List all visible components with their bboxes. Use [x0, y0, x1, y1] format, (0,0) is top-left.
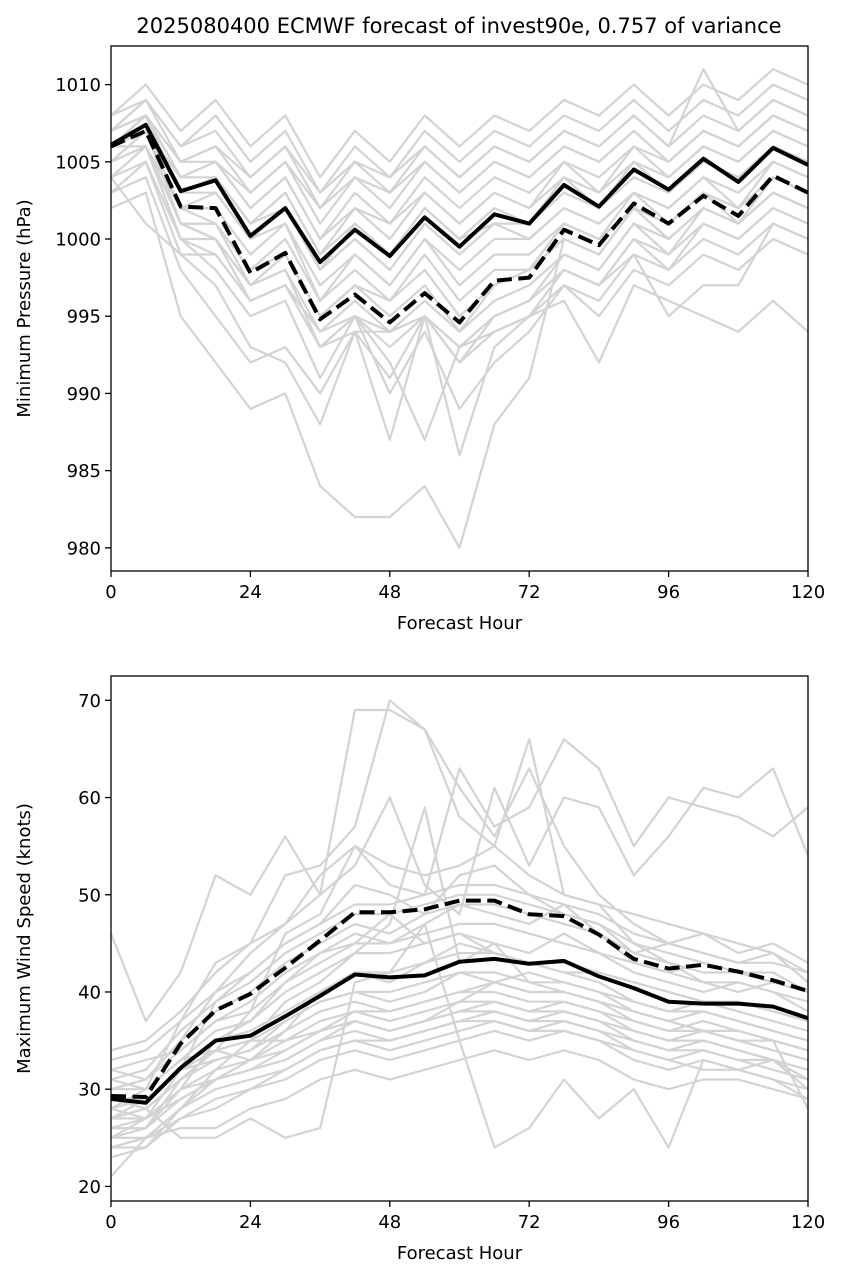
pressure-y-tick-label: 1010 — [55, 75, 101, 96]
pressure-y-tick-label: 980 — [67, 538, 101, 559]
pressure-y-tick-label: 1005 — [55, 152, 101, 173]
pressure-member-line-14 — [110, 145, 809, 333]
wind-member-line-21 — [111, 990, 809, 1101]
wind-member-line-15 — [110, 1049, 809, 1178]
wind-member-line-9 — [110, 971, 809, 1120]
pressure-member-line-26 — [110, 98, 809, 241]
pressure-member-line-20 — [111, 145, 809, 349]
wind-dashed-line — [110, 898, 809, 1099]
wind-y-axis-label: Maximum Wind Speed (knots) — [14, 803, 35, 1074]
pressure-y-tick-label: 995 — [67, 307, 101, 328]
wind-y-tick-label: 60 — [78, 788, 101, 809]
wind-member-line-28 — [110, 922, 809, 1091]
pressure-dashed-line — [110, 128, 809, 325]
pressure-member-line-12 — [110, 145, 809, 410]
wind-y-tick-label: 30 — [78, 1080, 101, 1101]
wind-y-tick-label: 20 — [78, 1177, 101, 1198]
pressure-member-line-25 — [110, 129, 809, 287]
wind-member-lines — [109, 699, 810, 1178]
pressure-member-line-22 — [110, 145, 809, 318]
pressure-x-tick-label: 120 — [791, 582, 825, 603]
pressure-y-axis-label: Minimum Pressure (hPa) — [14, 199, 35, 417]
pressure-member-line-11 — [110, 176, 809, 457]
wind-member-line-30 — [110, 951, 809, 1120]
pressure-member-line-23 — [110, 68, 809, 194]
wind-member-line-20 — [110, 971, 809, 1120]
wind-member-line-26 — [110, 1000, 809, 1120]
figure-title: 2025080400 ECMWF forecast of invest90e, … — [136, 14, 781, 38]
wind-member-line-7 — [110, 806, 809, 1149]
wind-x-tick-label: 72 — [518, 1212, 541, 1233]
pressure-x-tick-label: 24 — [239, 582, 262, 603]
wind-mean-lines — [110, 898, 809, 1105]
pressure-x-tick-label: 48 — [378, 582, 401, 603]
pressure-axes: 0 24 48 72 96 120 980 985 990 995 1000 1005 1010 — [55, 45, 825, 603]
pressure-member-lines — [110, 68, 809, 549]
wind-x-tick-label: 24 — [239, 1212, 262, 1233]
wind-member-line-16 — [110, 922, 809, 1149]
wind-x-axis-label: Forecast Hour — [397, 1243, 523, 1264]
wind-member-line-4 — [110, 767, 810, 1091]
wind-member-line-24 — [110, 883, 809, 1062]
wind-member-line-25 — [110, 981, 809, 1139]
pressure-solid-line — [110, 122, 809, 265]
pressure-x-axis-label: Forecast Hour — [397, 613, 523, 634]
pressure-member-line-18 — [110, 129, 809, 302]
pressure-member-line-17 — [110, 160, 809, 380]
wind-member-line-2 — [110, 699, 809, 1110]
wind-member-line-13 — [111, 1019, 809, 1139]
wind-y-tick-label: 70 — [78, 691, 101, 712]
wind-member-line-18 — [110, 844, 809, 1052]
wind-member-line-1 — [109, 708, 809, 1023]
wind-x-tick-label: 120 — [791, 1212, 825, 1233]
pressure-mean-lines — [110, 122, 809, 325]
pressure-member-line-2 — [110, 83, 809, 194]
wind-x-tick-label: 48 — [378, 1212, 401, 1233]
wind-member-line-27 — [110, 1019, 809, 1149]
pressure-x-tick-label: 72 — [518, 582, 541, 603]
wind-member-line-23 — [110, 893, 809, 1081]
pressure-x-tick-label: 0 — [105, 582, 116, 603]
wind-x-tick-label: 0 — [105, 1212, 116, 1233]
pressure-member-line-24 — [110, 114, 809, 271]
wind-member-line-11 — [110, 1000, 809, 1110]
wind-plot-frame — [110, 675, 809, 1202]
pressure-plot-frame — [110, 45, 809, 572]
wind-x-tick-label: 96 — [657, 1212, 680, 1233]
wind-axes: 0 24 48 72 96 120 20 30 40 50 60 70 — [78, 675, 825, 1233]
wind-y-tick-label: 40 — [78, 982, 101, 1003]
pressure-x-tick-label: 96 — [657, 582, 680, 603]
pressure-member-line-5 — [110, 114, 809, 256]
wind-y-tick-label: 50 — [78, 885, 101, 906]
pressure-y-tick-label: 990 — [67, 384, 101, 405]
pressure-y-tick-label: 985 — [67, 461, 101, 482]
pressure-member-line-6 — [110, 129, 809, 271]
wind-panel: 0 24 48 72 96 120 20 30 40 50 60 70 Forecast Hour M… — [14, 675, 825, 1264]
pressure-y-tick-label: 1000 — [55, 230, 101, 251]
wind-solid-line — [110, 956, 809, 1105]
wind-member-line-10 — [110, 981, 809, 1091]
pressure-panel: 0 24 48 72 96 120 980 985 990 995 1000 1005 1010 For… — [14, 45, 825, 634]
